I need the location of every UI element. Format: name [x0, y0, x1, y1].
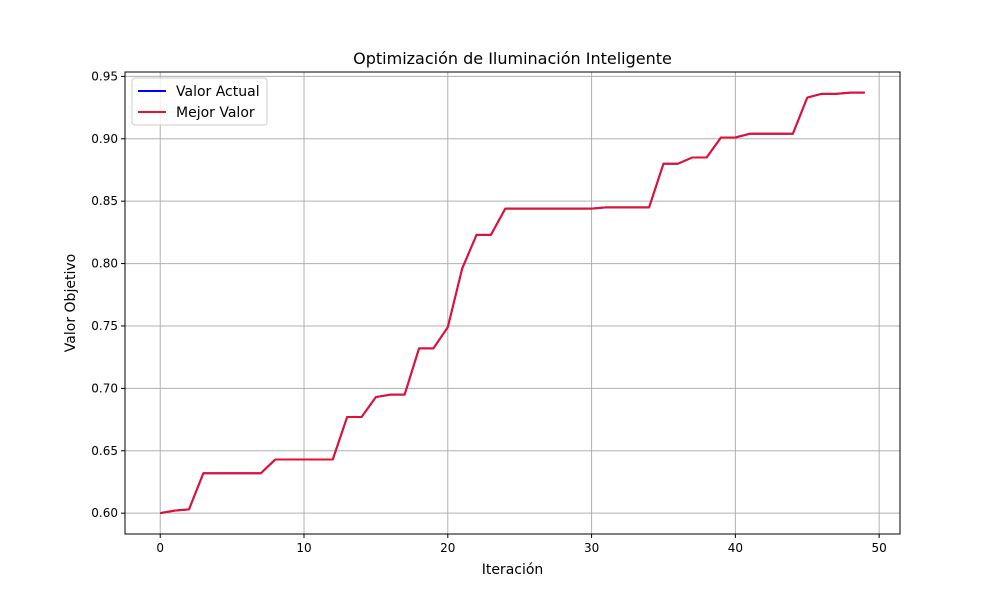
chart-title: Optimización de Iluminación Inteligente: [353, 49, 672, 68]
x-axis-label: Iteración: [482, 562, 544, 578]
y-tick-label: 0.65: [91, 444, 118, 458]
x-tick-label: 0: [156, 541, 164, 555]
legend-label-valor-actual: Valor Actual: [176, 84, 260, 100]
y-tick-label: 0.85: [91, 194, 118, 208]
y-tick-label: 0.75: [91, 319, 118, 333]
series-lines: [160, 91, 865, 515]
y-tick-label: 0.90: [91, 132, 118, 146]
legend-label-mejor-valor: Mejor Valor: [176, 105, 255, 121]
x-tick-label: 20: [440, 541, 455, 555]
y-tick-label: 0.95: [91, 69, 118, 83]
x-tick-label: 50: [872, 541, 887, 555]
legend: Valor Actual Mejor Valor: [131, 77, 268, 126]
y-tick-label: 0.70: [91, 381, 118, 395]
plot-frame: [124, 71, 901, 535]
series-line-mejor-valor: [160, 91, 865, 515]
x-tick-label: 10: [296, 541, 311, 555]
legend-box: [131, 77, 268, 126]
x-tick-label: 40: [728, 541, 743, 555]
y-axis-label: Valor Objetivo: [63, 254, 79, 352]
y-tick-label: 0.60: [91, 506, 118, 520]
y-tick-label: 0.80: [91, 257, 118, 271]
grid: [125, 72, 900, 534]
x-tick-label: 30: [584, 541, 599, 555]
axis-ticks: 0 10 20 30 40 50 0.60 0.65 0.70 0.75 0.80 0.85 0.90 0…: [91, 69, 887, 555]
